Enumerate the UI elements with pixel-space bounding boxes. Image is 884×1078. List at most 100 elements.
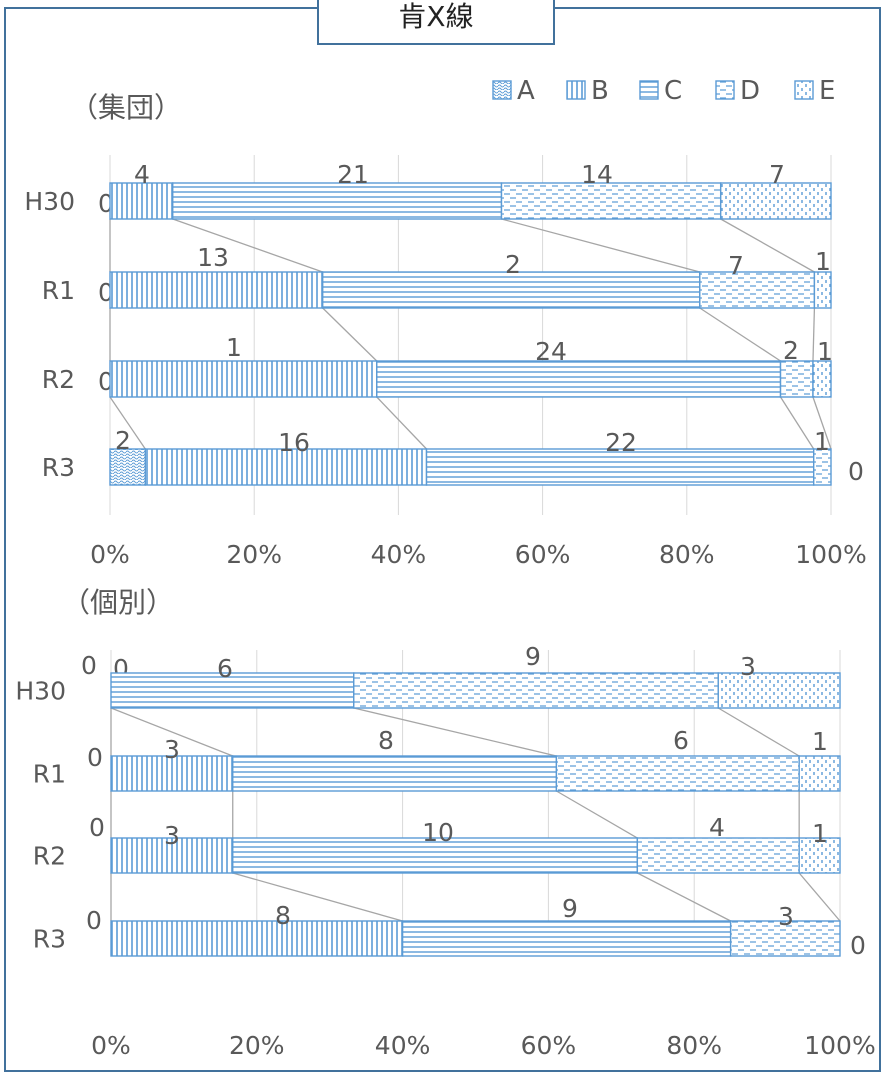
data-label: 9 — [562, 894, 578, 923]
bar-b-r1 — [110, 755, 234, 792]
series-line — [812, 307, 816, 362]
panel-group: 0% 20% 40% 60% 80% 100%H30 04 21 14 7R1 013 2 7 1R2 01… — [24, 155, 867, 569]
x-tick-label: 100% — [804, 1031, 875, 1060]
legend-swatch-d — [715, 80, 735, 100]
legend-swatch-b — [566, 80, 586, 100]
bar-b-r3 — [144, 448, 428, 486]
bar-d-r3 — [729, 920, 841, 957]
data-label: 4 — [709, 813, 725, 842]
data-label: 9 — [525, 642, 541, 671]
bar-a-r3 — [109, 448, 147, 486]
data-label: 4 — [134, 160, 150, 189]
x-tick-label: 80% — [659, 540, 715, 569]
data-label: 2 — [783, 336, 799, 365]
series-line — [501, 218, 700, 273]
data-label: 13 — [197, 243, 229, 272]
data-label: 0 — [87, 743, 103, 772]
bar-e-r2 — [812, 360, 832, 398]
data-label: 1 — [812, 819, 828, 848]
category-label: H30 — [24, 187, 75, 216]
data-label: 2 — [505, 250, 521, 279]
category-label: R3 — [42, 453, 75, 482]
title-box — [317, 0, 555, 45]
data-label: 22 — [605, 428, 637, 457]
bar-c-h30 — [110, 672, 355, 709]
bar-c-h30 — [172, 182, 503, 220]
bar-c-r2 — [232, 837, 639, 874]
bar-d-r1 — [555, 755, 800, 792]
bar-d-r1 — [699, 271, 816, 309]
data-label: 1 — [815, 247, 831, 276]
x-tick-label: 40% — [375, 1031, 431, 1060]
data-label: 8 — [275, 901, 291, 930]
category-label: R2 — [42, 365, 75, 394]
x-tick-label: 60% — [521, 1031, 577, 1060]
x-tick-label: 40% — [371, 540, 427, 569]
panel-title-individual: （個別） — [62, 586, 174, 619]
data-label: 6 — [673, 726, 689, 755]
data-label: 3 — [164, 821, 180, 850]
bar-d-r2 — [636, 837, 800, 874]
data-label: 1 — [814, 427, 830, 456]
data-label: 7 — [728, 251, 744, 280]
x-tick-label: 20% — [226, 540, 282, 569]
series-line — [556, 790, 638, 839]
bar-e-h30 — [717, 672, 841, 709]
bar-d-r2 — [779, 360, 814, 398]
bar-e-r1 — [798, 755, 841, 792]
category-label: R1 — [42, 276, 75, 305]
series-line — [779, 396, 815, 450]
data-label: 3 — [778, 902, 794, 931]
data-label: 7 — [769, 160, 785, 189]
legend-label-d: D — [740, 76, 760, 106]
legend: A B C D E — [492, 76, 835, 106]
data-label: 10 — [422, 818, 454, 847]
bar-e-r2 — [798, 837, 841, 874]
legend-label-a: A — [517, 76, 535, 106]
chart-title: 肯X線 — [398, 0, 473, 33]
panel-title-group: （集団） — [70, 91, 182, 124]
x-tick-label: 0% — [90, 540, 130, 569]
data-label: 1 — [817, 337, 833, 366]
bar-d-h30 — [353, 672, 719, 709]
x-tick-label: 60% — [515, 540, 571, 569]
data-label: 8 — [378, 726, 394, 755]
x-tick-label: 80% — [666, 1031, 722, 1060]
bar-b-r2 — [109, 360, 378, 398]
bar-c-r3 — [425, 448, 815, 486]
series-line — [172, 218, 323, 273]
bar-d-r3 — [812, 448, 832, 486]
data-label: 0 — [848, 457, 864, 486]
legend-label-b: B — [591, 76, 609, 106]
data-label: 14 — [581, 160, 613, 189]
x-tick-label: 0% — [91, 1031, 131, 1060]
data-label: 16 — [278, 428, 310, 457]
bar-b-r1 — [109, 271, 324, 309]
legend-swatch-e — [794, 80, 814, 100]
series-line — [798, 872, 841, 922]
bar-b-r2 — [110, 837, 234, 874]
series-line — [353, 707, 557, 757]
legend-label-c: C — [664, 76, 682, 106]
series-line — [720, 218, 815, 273]
bar-e-h30 — [719, 182, 832, 220]
data-label: 3 — [164, 735, 180, 764]
data-label: 24 — [535, 337, 567, 366]
bar-c-r2 — [376, 360, 782, 398]
category-label: R2 — [33, 842, 66, 871]
series-line — [110, 707, 233, 757]
category-label: R1 — [33, 760, 66, 789]
legend-label-e: E — [819, 76, 835, 106]
series-line — [717, 707, 800, 757]
bar-b-r3 — [110, 920, 404, 957]
data-label: 3 — [740, 652, 756, 681]
data-label: 0 — [850, 931, 866, 960]
data-label: 1 — [812, 727, 828, 756]
data-label: 2 — [115, 426, 131, 455]
data-label: 0 — [86, 906, 102, 935]
bar-e-r1 — [813, 271, 832, 309]
legend-swatch-c — [639, 80, 659, 100]
